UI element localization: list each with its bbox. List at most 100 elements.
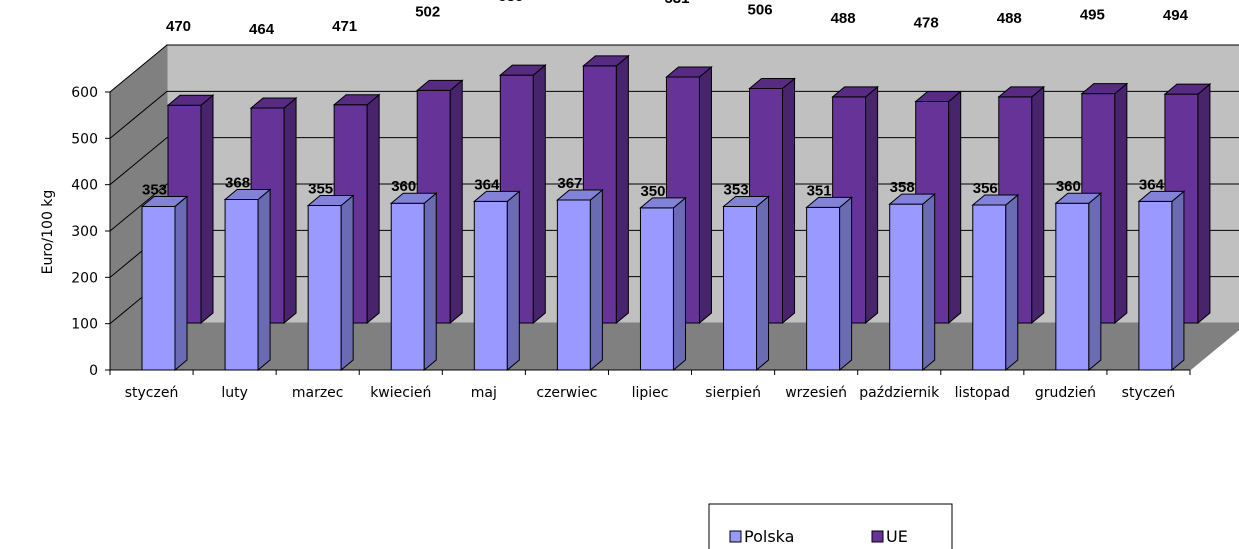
y-tick-label: 200 [71, 270, 98, 286]
polska-bar-front [556, 199, 591, 371]
x-tick-label: luty [221, 385, 248, 401]
polska-bar-front [224, 198, 259, 371]
polska-bar-top [140, 195, 189, 207]
ue-bar-top [498, 64, 547, 76]
ue-bar-top [166, 94, 215, 106]
x-tick-label: styczeń [125, 385, 179, 401]
x-tick-label: czerwiec [536, 385, 597, 401]
polska-data-label: 350 [640, 183, 665, 200]
ue-bar-top [1080, 83, 1129, 95]
ue-bar-side [615, 54, 629, 325]
polska-bar-side [1171, 190, 1185, 372]
polska-bar: 367 [556, 175, 604, 372]
ue-bar-side [366, 93, 380, 325]
x-tick-label: lipiec [632, 385, 669, 401]
polska-bar-side [672, 196, 686, 372]
polska-data-label: 353 [724, 181, 749, 198]
polska-bar-top [888, 193, 937, 205]
ue-bar-side [283, 96, 297, 325]
polska-bar-front [307, 205, 342, 371]
ue-data-label: 488 [831, 10, 856, 27]
polska-bar-side [922, 193, 936, 372]
polska-bar-top [1054, 192, 1103, 204]
polska-bar-side [839, 196, 853, 372]
gridline [109, 90, 1239, 139]
y-tick-label: 600 [71, 85, 98, 101]
polska-bar: 350 [639, 183, 687, 372]
polska-bar-side [506, 190, 520, 372]
x-tick-label: grudzień [1035, 385, 1096, 401]
ue-data-label: 478 [914, 15, 939, 32]
legend-swatch-polska [729, 530, 742, 543]
gridline [109, 183, 1239, 232]
ue-data-label: 531 [664, 0, 689, 7]
polska-bar-front [806, 206, 841, 371]
polska-bar: 356 [971, 180, 1020, 372]
legend: Polska UE [708, 503, 953, 549]
ue-bar-side [200, 94, 214, 325]
polska-bar-side [423, 192, 437, 372]
ue-data-label: 471 [332, 18, 357, 35]
polska-data-label: 364 [474, 176, 500, 193]
polska-bar-top [223, 188, 272, 200]
polska-bar-front [889, 203, 924, 371]
polska-bar-front [141, 205, 176, 371]
ue-bar-side [1197, 83, 1211, 325]
ue-bar-top [1163, 83, 1212, 95]
polska-bar-side [756, 195, 770, 372]
polska-bar: 360 [389, 178, 438, 372]
x-axis: styczeń luty marzec kwiecień maj czerwiec lipi… [109, 369, 1191, 401]
y-tick-label: 500 [71, 131, 98, 147]
ue-bar-top [997, 86, 1046, 98]
polska-data-label: 353 [142, 181, 167, 198]
polska-bar-front [1138, 200, 1173, 371]
x-tick-label: sierpień [705, 385, 761, 401]
polska-bar-top [805, 196, 853, 208]
polska-bar-top [389, 192, 438, 204]
ue-data-label: 494 [1163, 7, 1189, 24]
ue-bar-top [249, 97, 298, 109]
x-tick-label: styczeń [1122, 385, 1176, 401]
polska-bar: 364 [472, 176, 521, 372]
ue-bar-top [748, 78, 796, 90]
y-axis-label: Euro/100 kg [40, 190, 56, 275]
ue-data-label: 535 [498, 0, 523, 5]
polska-bar-side [174, 195, 188, 372]
polska-bar-side [589, 188, 603, 372]
polska-data-label: 356 [973, 180, 998, 197]
ue-bar-top [831, 86, 879, 98]
polska-bar: 368 [223, 174, 272, 372]
ue-data-label: 470 [166, 18, 191, 35]
polska-bar: 358 [888, 179, 937, 372]
polska-bar-side [1005, 193, 1019, 372]
polska-data-label: 368 [225, 174, 250, 191]
polska-bar-top [971, 194, 1020, 206]
ue-bar-top [415, 79, 464, 91]
x-tick-label: listopad [955, 385, 1010, 401]
legend-label-polska: Polska [744, 527, 794, 546]
ue-bar-side [782, 77, 796, 325]
ue-data-label: 506 [748, 2, 773, 19]
y-tick-label: 0 [89, 363, 98, 379]
ue-data-label: 502 [415, 3, 440, 20]
ue-data-label: 488 [997, 10, 1022, 27]
ue-bar-side [449, 79, 463, 325]
polska-bar-top [556, 189, 604, 201]
polska-bar-front [723, 205, 758, 371]
polska-bar: 360 [1054, 178, 1103, 372]
polska-bar-side [257, 188, 271, 372]
ue-bar-top [332, 94, 381, 106]
ue-bar-side [532, 64, 546, 325]
ue-bar-side [1114, 82, 1128, 325]
gridline [109, 44, 1239, 93]
polska-bar: 355 [306, 181, 355, 372]
polska-data-label: 351 [807, 182, 832, 199]
legend-label-ue: UE [886, 527, 908, 546]
ue-data-label: 495 [1080, 7, 1105, 24]
polska-data-label: 355 [308, 181, 333, 198]
polska-data-label: 364 [1139, 176, 1165, 193]
polska-bar-top [1137, 190, 1186, 202]
ue-bar-side [865, 85, 879, 325]
polska-bar-top [722, 195, 770, 207]
